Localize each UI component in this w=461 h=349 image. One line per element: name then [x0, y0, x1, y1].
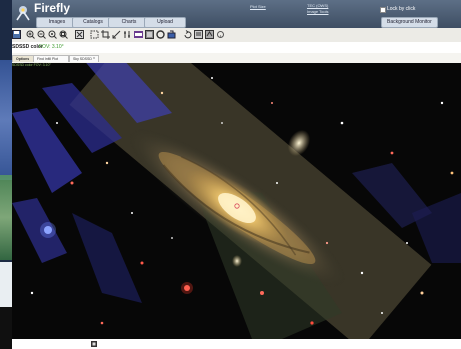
flip-icon[interactable] — [194, 30, 203, 39]
save-icon[interactable] — [12, 30, 21, 39]
color-stretch-icon[interactable] — [134, 30, 143, 39]
image-toolbar — [12, 28, 461, 43]
background-strip — [0, 0, 12, 349]
select-area-icon[interactable] — [90, 30, 99, 39]
zoom-out-icon[interactable] — [37, 30, 46, 39]
help-icon[interactable] — [216, 30, 225, 39]
layers-icon[interactable] — [145, 30, 154, 39]
tab-find-infill-plot[interactable]: Find Infill Plot — [33, 55, 69, 62]
firefly-logo-icon — [16, 6, 30, 21]
bottom-bar — [12, 339, 461, 349]
status-icon — [91, 341, 97, 347]
image-tools-link[interactable]: Image Tools — [307, 9, 329, 14]
sky-image — [12, 63, 461, 339]
satellite-galaxy — [232, 255, 242, 267]
rotate-icon[interactable] — [183, 30, 192, 39]
strip-band — [0, 60, 12, 180]
satellite-galaxy — [287, 129, 311, 157]
crop-icon[interactable] — [101, 30, 110, 39]
compass-icon[interactable] — [205, 30, 214, 39]
strip-band — [0, 307, 12, 349]
expand-icon[interactable] — [75, 30, 84, 39]
fov-label: FOV: 3.10° — [39, 44, 64, 50]
plot-size-link[interactable]: Plot Size — [250, 4, 266, 9]
region-icon[interactable] — [167, 30, 176, 39]
strip-band — [0, 262, 12, 307]
distance-tool-icon[interactable] — [112, 30, 121, 39]
viewer-subtitle: SDSSD color FOV: 3.10° — [12, 63, 51, 67]
image-title-row: SDSSD color FOV: 3.10° — [12, 42, 461, 53]
app-header: Firefly Images Catalogs Charts Upload Pl… — [12, 0, 461, 28]
zoom-fit-icon[interactable] — [48, 30, 57, 39]
image-title: SDSSD color — [12, 44, 43, 50]
zoom-fill-icon[interactable] — [59, 30, 68, 39]
colorbar-icon[interactable] — [123, 30, 132, 39]
stars — [30, 77, 454, 325]
zoom-in-icon[interactable] — [26, 30, 35, 39]
background-monitor-button[interactable]: Background Monitor — [381, 17, 438, 28]
image-viewer[interactable]: SDSSD color FOV: 3.10° — [12, 63, 461, 339]
target-marker — [234, 203, 240, 209]
tab-sky-sdssd[interactable]: Sky SDSSD — [69, 55, 99, 62]
blue-scan-stripes — [12, 63, 461, 303]
lock-checkbox[interactable] — [380, 7, 386, 13]
lock-label: Lock by click — [387, 6, 416, 12]
close-tab-icon[interactable]: x — [93, 55, 95, 60]
tec-link[interactable]: TEC (OWS) — [307, 3, 329, 8]
tab-upload[interactable]: Upload — [144, 17, 186, 28]
grid-icon[interactable] — [156, 30, 165, 39]
strip-band — [0, 175, 12, 260]
app-title: Firefly — [34, 1, 71, 15]
